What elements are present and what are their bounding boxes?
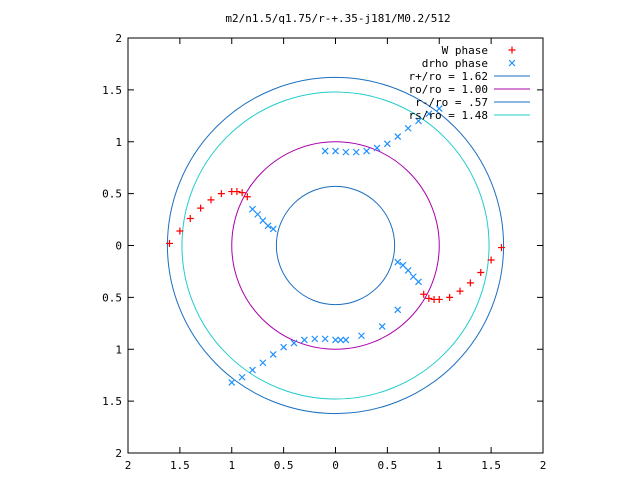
drho-phase-point [300, 336, 308, 344]
x-tick-label: 2 [540, 459, 547, 472]
y-tick-label: 1 [115, 136, 122, 149]
drho-phase-point [425, 110, 433, 118]
drho-phase-point [394, 306, 402, 314]
drho-phase-point [435, 105, 443, 112]
legend-swatch [508, 59, 516, 67]
x-tick-label: 1 [436, 459, 443, 472]
drho-phase-point [254, 210, 262, 218]
w-phase-point [217, 190, 225, 198]
w-phase-point [456, 287, 464, 295]
w-phase-point [166, 239, 173, 247]
w-phase-point [207, 196, 215, 204]
axis-ticks: 2 1.5 1 0.5 0 0.5 1 1.5 221.510.500.511.52 [102, 32, 546, 472]
drho-phase-point [249, 366, 256, 374]
drho-phase-point [332, 147, 339, 155]
drho-phase-point [383, 140, 391, 148]
legend-label: r+/ro = 1.62 [409, 70, 488, 83]
phase-markers [166, 105, 505, 386]
drho-phase-point [321, 335, 329, 343]
drho-phase-point [249, 205, 256, 213]
drho-phase-point [269, 351, 277, 358]
ratio-circles [166, 76, 505, 415]
legend-swatch [508, 46, 516, 54]
w-phase-point [186, 215, 194, 223]
y-tick-label: 1.5 [102, 395, 122, 408]
drho-phase-point [399, 261, 407, 269]
legend-label: drho phase [422, 57, 488, 70]
drho-phase-point [228, 379, 236, 386]
drho-phase-point [409, 273, 417, 281]
x-tick-label: 1 [228, 459, 235, 472]
drho-phase-point [269, 225, 277, 233]
drho-phase-point [290, 339, 298, 347]
drho-phase-point [332, 336, 339, 344]
drho-phase-point [415, 117, 422, 125]
legend-label: ro/ro = 1.00 [409, 83, 488, 96]
chart-title: m2/n1.5/q1.75/r-+.35-j181/M0.2/512 [225, 12, 450, 25]
drho-phase-point [415, 278, 422, 286]
x-tick-label: 1.5 [481, 459, 501, 472]
ratio-circle [231, 141, 440, 350]
drho-phase-point [321, 147, 329, 155]
w-phase-point [425, 294, 433, 302]
drho-phase-point [394, 133, 402, 140]
w-phase-point [238, 189, 246, 197]
ratio-circle [166, 76, 505, 415]
y-tick-label: 2 [115, 32, 122, 45]
legend-label: r-/ro = .57 [415, 96, 488, 109]
w-phase-point [176, 227, 184, 235]
y-tick-label: 0.5 [102, 188, 122, 201]
legend-label: W phase [442, 44, 488, 57]
w-phase-point [243, 193, 251, 201]
w-phase-point [233, 188, 241, 196]
w-phase-point [487, 256, 495, 264]
drho-phase-point [358, 332, 365, 340]
drho-phase-point [342, 148, 350, 156]
drho-phase-point [264, 222, 272, 230]
x-tick-label: 0 [332, 459, 339, 472]
ratio-circle [275, 185, 396, 306]
x-tick-label: 0.5 [274, 459, 294, 472]
drho-phase-point [259, 217, 267, 225]
x-tick-label: 2 [125, 459, 132, 472]
w-phase-point [466, 279, 474, 287]
ratio-circle [181, 91, 490, 400]
x-tick-label: 1.5 [170, 459, 190, 472]
w-phase-point [197, 204, 205, 212]
drho-phase-point [394, 258, 402, 266]
w-phase-point [430, 295, 438, 303]
w-phase-point [477, 268, 485, 276]
y-tick-label: 0 [115, 240, 122, 253]
drho-phase-point [311, 335, 319, 343]
y-tick-label: 1 [115, 343, 122, 356]
drho-phase-point [337, 336, 345, 344]
drho-phase-point [404, 124, 412, 132]
drho-phase-point [280, 343, 288, 351]
y-tick-label: 2 [115, 447, 122, 460]
drho-phase-point [378, 323, 386, 330]
drho-phase-point [238, 373, 246, 381]
drho-phase-point [404, 266, 412, 274]
w-phase-point [498, 244, 505, 252]
y-tick-label: 1.5 [102, 84, 122, 97]
drho-phase-point [363, 147, 371, 155]
x-tick-label: 0.5 [377, 459, 397, 472]
drho-phase-point [342, 336, 350, 344]
legend-label: rs/ro = 1.48 [409, 109, 488, 122]
w-phase-point [446, 293, 454, 301]
drho-phase-point [373, 144, 381, 152]
y-tick-label: 0.5 [102, 291, 122, 304]
drho-phase-point [259, 359, 267, 367]
drho-phase-point [352, 148, 360, 156]
w-phase-point [420, 290, 428, 298]
